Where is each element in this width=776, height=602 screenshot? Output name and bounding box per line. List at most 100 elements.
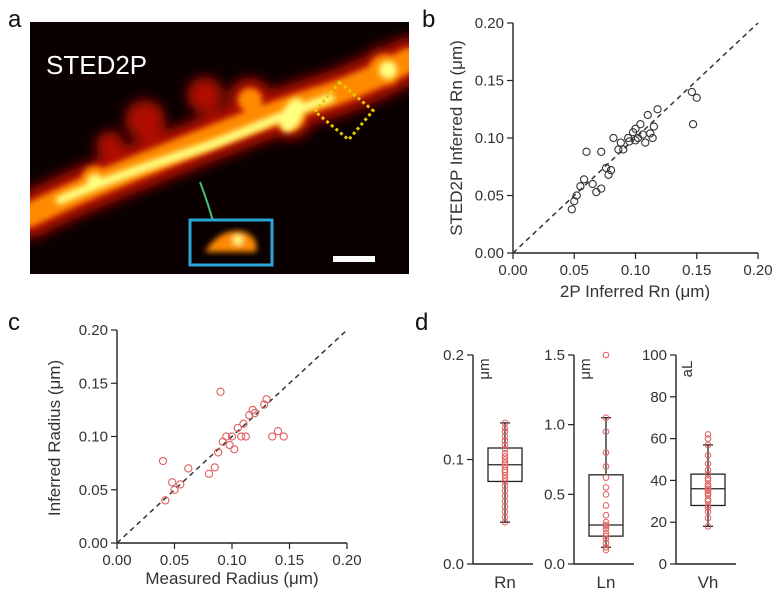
box-y-tick-label: 1.5 [544, 347, 565, 364]
b-x-tick-label: 0.00 [498, 262, 527, 279]
box-data-point [704, 435, 712, 442]
box-data-point [704, 504, 712, 511]
box-data-point [704, 441, 712, 449]
b-data-point [631, 136, 640, 145]
box-data-point [602, 543, 610, 551]
box-data-point [704, 502, 712, 509]
box-data-point [704, 495, 712, 503]
panel-label-a: a [8, 6, 22, 33]
c-data-point [239, 419, 248, 428]
box-data-point [704, 483, 712, 490]
panel-label-c: c [8, 309, 20, 336]
b-data-point [614, 145, 623, 154]
c-data-point [176, 480, 185, 489]
chart-d: 0.0 0.1 0.2 μm Rn 0.0 0.5 1.0 1.5 μm Ln 0 20 40 60 80 10… [443, 347, 736, 592]
box-y-tick-label: 0.0 [544, 556, 565, 573]
box-y-tick-label: 100 [642, 347, 667, 364]
box-data-point [704, 523, 712, 530]
box-data-point [602, 518, 610, 526]
box-data-point [602, 484, 610, 491]
chart-b: STED2P Inferred Rn (μm) 2P Inferred Rn (… [447, 15, 773, 301]
b-data-point [692, 93, 701, 102]
b-data-point [638, 130, 647, 139]
c-data-point [222, 432, 231, 441]
b-data-point [572, 191, 581, 200]
box-data-point [704, 485, 712, 493]
box-data-point [501, 482, 509, 489]
b-data-point [582, 147, 591, 156]
chart-c: Inferred Radius (μm) Measured Radius (μm… [45, 322, 362, 588]
micrograph-title: STED2P [46, 50, 147, 80]
box-y-tick-label: 60 [650, 431, 667, 448]
box-data-point [501, 459, 509, 466]
c-x-tick-label: 0.10 [217, 552, 246, 569]
box-data-point [704, 514, 712, 522]
c-data-point [233, 423, 242, 433]
box-category-label: Ln [597, 573, 616, 592]
box-data-point [704, 431, 712, 438]
box-data-point [602, 474, 610, 481]
box-data-point [704, 460, 712, 467]
box-data-point [704, 477, 712, 484]
b-data-point [625, 137, 634, 146]
box-data-point [501, 463, 509, 471]
b-y-tick-label: 0.10 [475, 130, 504, 147]
c-data-point [210, 463, 219, 472]
box-unit-label: aL [679, 361, 696, 378]
box-y-tick-label: 20 [650, 514, 667, 531]
c-data-point [260, 400, 269, 409]
box-data-point [501, 441, 509, 449]
b-y-tick-label: 0.00 [475, 245, 504, 262]
b-data-point [576, 182, 585, 191]
c-data-point [273, 427, 283, 436]
box-panel-ln: 0.0 0.5 1.0 1.5 μm Ln [544, 347, 634, 592]
b-x-tick-label: 0.20 [743, 262, 772, 279]
b-x-tick-label: 0.10 [621, 262, 650, 279]
box-iqr [588, 474, 624, 537]
box-data-point [704, 475, 712, 482]
box-y-tick-label: 0.5 [544, 486, 565, 503]
b-y-tick-label: 0.20 [475, 15, 504, 32]
c-x-tick-label: 0.20 [332, 552, 361, 569]
inset-spine-head [233, 235, 243, 245]
b-data-point [567, 205, 576, 214]
b-x-tick-label: 0.15 [682, 262, 711, 279]
c-data-point [161, 496, 170, 505]
box-data-point [602, 351, 610, 359]
box-data-point [501, 419, 509, 427]
box-y-tick-label: 0.0 [443, 556, 464, 573]
box-data-point [704, 452, 712, 459]
c-y-tick-label: 0.00 [79, 535, 108, 552]
c-x-label: Measured Radius (μm) [145, 569, 318, 588]
b-data-point [641, 138, 650, 147]
c-data-point [227, 432, 237, 441]
box-data-point [602, 491, 610, 498]
box-category-label: Vh [698, 573, 719, 592]
b-data-point [588, 179, 597, 189]
c-x-tick-label: 0.05 [160, 552, 189, 569]
box-data-point [501, 456, 509, 463]
c-data-point [241, 432, 250, 441]
b-x-label: 2P Inferred Rn (μm) [560, 282, 710, 301]
inset-spine [205, 230, 257, 252]
box-data-point [602, 539, 610, 547]
b-data-point [592, 187, 601, 197]
box-data-point [501, 475, 509, 482]
c-data-point [268, 432, 277, 441]
b-data-point [609, 133, 618, 143]
b-data-point [597, 147, 606, 156]
b-data-point [643, 110, 652, 120]
b-data-point [646, 129, 655, 138]
c-x-tick-label: 0.00 [102, 552, 131, 569]
box-data-point [704, 498, 712, 505]
c-y-tick-label: 0.10 [79, 429, 108, 446]
box-data-point [704, 489, 712, 497]
c-data-point [168, 478, 177, 487]
c-y-tick-label: 0.15 [79, 375, 108, 392]
box-y-tick-label: 80 [650, 389, 667, 406]
box-panel-rn: 0.0 0.1 0.2 μm Rn [443, 347, 533, 592]
box-data-point [602, 530, 610, 537]
c-data-point [250, 408, 260, 418]
box-data-point [704, 466, 712, 474]
